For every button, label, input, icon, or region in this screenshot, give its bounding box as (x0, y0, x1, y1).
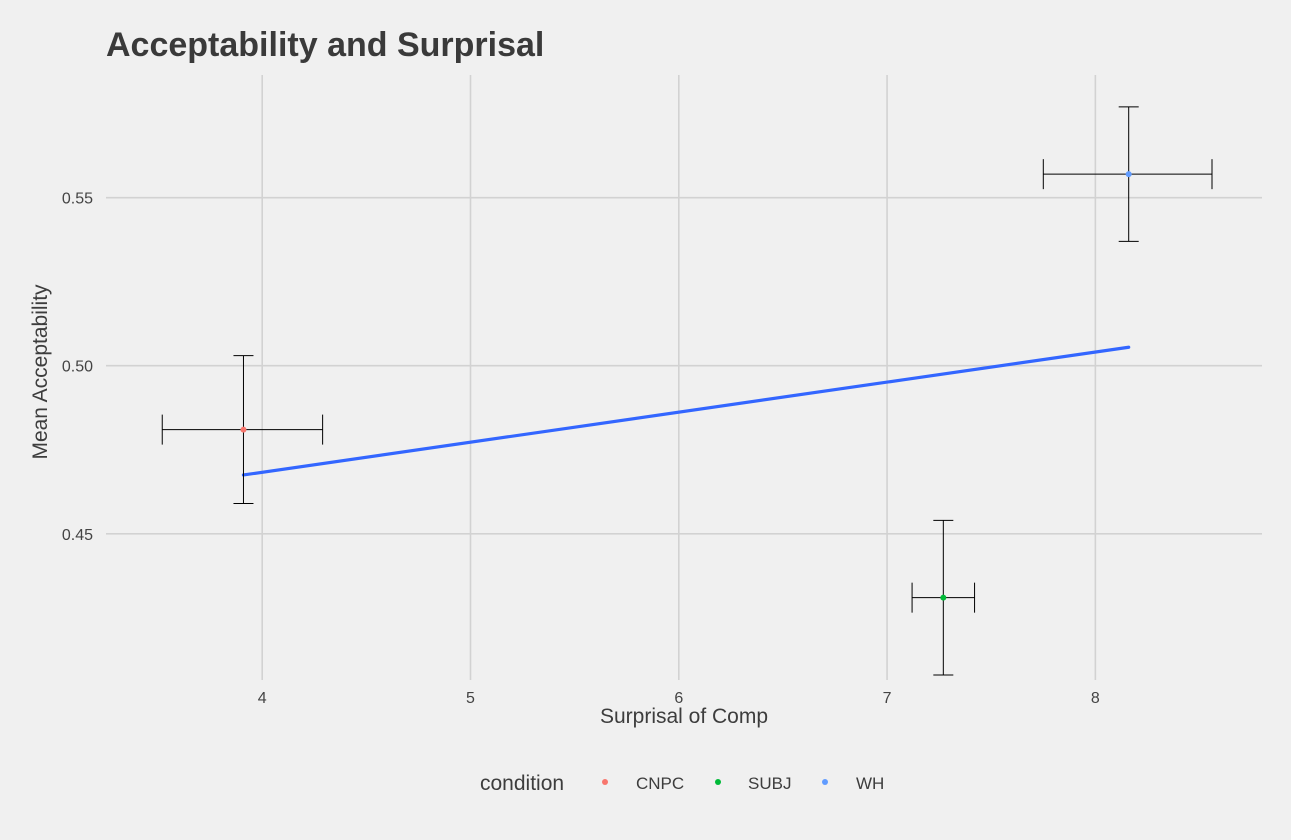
legend-label-cnpc: CNPC (636, 774, 684, 793)
data-point-subj (940, 594, 947, 601)
point-group-subj (911, 519, 976, 676)
x-tick-label: 7 (883, 690, 892, 707)
chart-title: Acceptability and Surprisal (106, 26, 544, 64)
x-tick-label: 6 (674, 690, 683, 707)
x-tick-label: 8 (1091, 690, 1100, 707)
point-group-cnpc (161, 355, 324, 505)
legend-title: condition (480, 772, 564, 795)
tick-labels-layer: 4 5 6 7 8 0.45 0.50 0.55 (62, 191, 1100, 707)
data-point-wh (1125, 171, 1132, 178)
data-marks-layer (161, 106, 1213, 676)
x-axis-title: Surprisal of Comp (600, 705, 768, 728)
y-tick-label: 0.50 (62, 359, 93, 376)
data-point-cnpc (240, 426, 247, 433)
y-tick-label: 0.55 (62, 191, 93, 208)
x-tick-label: 5 (466, 690, 475, 707)
legend: condition CNPC SUBJ WH (480, 772, 884, 795)
legend-key-cnpc (602, 779, 608, 785)
point-group-wh (1042, 106, 1213, 242)
grid-layer (106, 75, 1262, 680)
y-tick-label: 0.45 (62, 527, 93, 544)
legend-label-subj: SUBJ (748, 774, 791, 793)
y-axis-title: Mean Acceptability (29, 284, 52, 460)
legend-key-subj (715, 779, 721, 785)
x-tick-label: 4 (258, 690, 267, 707)
fit-line (241, 345, 1131, 477)
legend-key-wh (822, 779, 828, 785)
fit-line-layer (241, 345, 1131, 477)
legend-label-wh: WH (856, 774, 884, 793)
